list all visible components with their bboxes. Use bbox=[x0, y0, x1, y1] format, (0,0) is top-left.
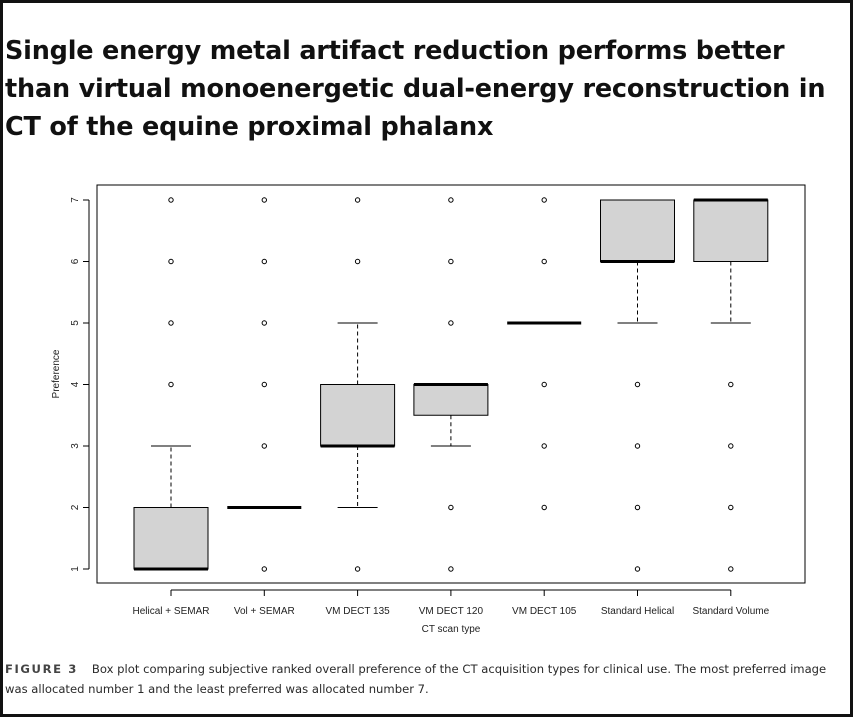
outlier-point bbox=[634, 381, 641, 388]
box bbox=[693, 199, 769, 262]
outlier-point bbox=[448, 320, 454, 326]
outlier-point bbox=[541, 197, 547, 203]
y-tick-label: 7 bbox=[70, 197, 81, 203]
outlier-point bbox=[728, 566, 734, 572]
outlier-point bbox=[448, 258, 454, 265]
outlier-point bbox=[261, 381, 267, 388]
outlier-point bbox=[168, 258, 174, 265]
x-tick-label: VM DECT 135 bbox=[325, 606, 390, 617]
outlier-point bbox=[354, 566, 361, 572]
y-axis-label: Preference bbox=[51, 349, 62, 398]
outlier-point bbox=[634, 504, 641, 511]
figure-caption: FIGURE 3 Box plot comparing subjective ra… bbox=[5, 659, 845, 699]
chart-marks: 1 2 3 4 5 6 7 Helical + SEMAR Vol + SEMAR VM DECT… bbox=[70, 197, 770, 617]
y-tick-label: 5 bbox=[70, 320, 81, 326]
y-tick-label: 6 bbox=[70, 258, 81, 264]
outlier-point bbox=[541, 504, 547, 511]
y-tick-label: 3 bbox=[70, 443, 81, 449]
y-tick-label: 2 bbox=[70, 504, 81, 510]
outlier-point bbox=[448, 197, 454, 203]
caption-text: Box plot comparing subjective ranked ove… bbox=[5, 662, 827, 696]
outlier-point bbox=[261, 197, 267, 203]
outlier-point bbox=[634, 566, 641, 572]
x-tick-label: Vol + SEMAR bbox=[234, 606, 295, 617]
outlier-point bbox=[261, 320, 267, 326]
outlier-point bbox=[728, 443, 734, 449]
outlier-point bbox=[541, 381, 547, 388]
x-tick-label: Standard Volume bbox=[692, 606, 769, 617]
outlier-point bbox=[168, 381, 174, 388]
box bbox=[413, 384, 489, 416]
plot-area-border bbox=[96, 184, 806, 584]
x-tick-label: VM DECT 105 bbox=[512, 606, 577, 617]
caption-label: FIGURE 3 bbox=[5, 662, 78, 676]
outlier-point bbox=[728, 504, 734, 511]
outlier-point bbox=[354, 258, 361, 265]
outlier-point bbox=[261, 258, 267, 265]
x-tick-label: Helical + SEMAR bbox=[133, 606, 210, 617]
x-axis-label: CT scan type bbox=[422, 624, 481, 635]
outlier-point bbox=[541, 258, 547, 265]
x-tick-label: VM DECT 120 bbox=[419, 606, 484, 617]
outlier-point bbox=[541, 443, 547, 449]
outlier-point bbox=[261, 443, 267, 449]
outlier-point bbox=[261, 566, 267, 572]
box bbox=[320, 384, 396, 447]
box bbox=[133, 507, 209, 570]
outlier-point bbox=[354, 197, 361, 203]
x-tick-label: Standard Helical bbox=[601, 606, 674, 617]
outlier-point bbox=[448, 566, 454, 572]
figure-title: Single energy metal artifact reduction p… bbox=[5, 36, 826, 142]
outlier-point bbox=[448, 504, 454, 511]
box bbox=[600, 199, 675, 262]
outlier-point bbox=[168, 320, 174, 326]
y-tick-label: 4 bbox=[70, 381, 81, 387]
y-tick-label: 1 bbox=[70, 566, 81, 572]
outlier-point bbox=[168, 197, 174, 203]
outlier-point bbox=[634, 443, 641, 449]
outlier-point bbox=[728, 381, 734, 388]
